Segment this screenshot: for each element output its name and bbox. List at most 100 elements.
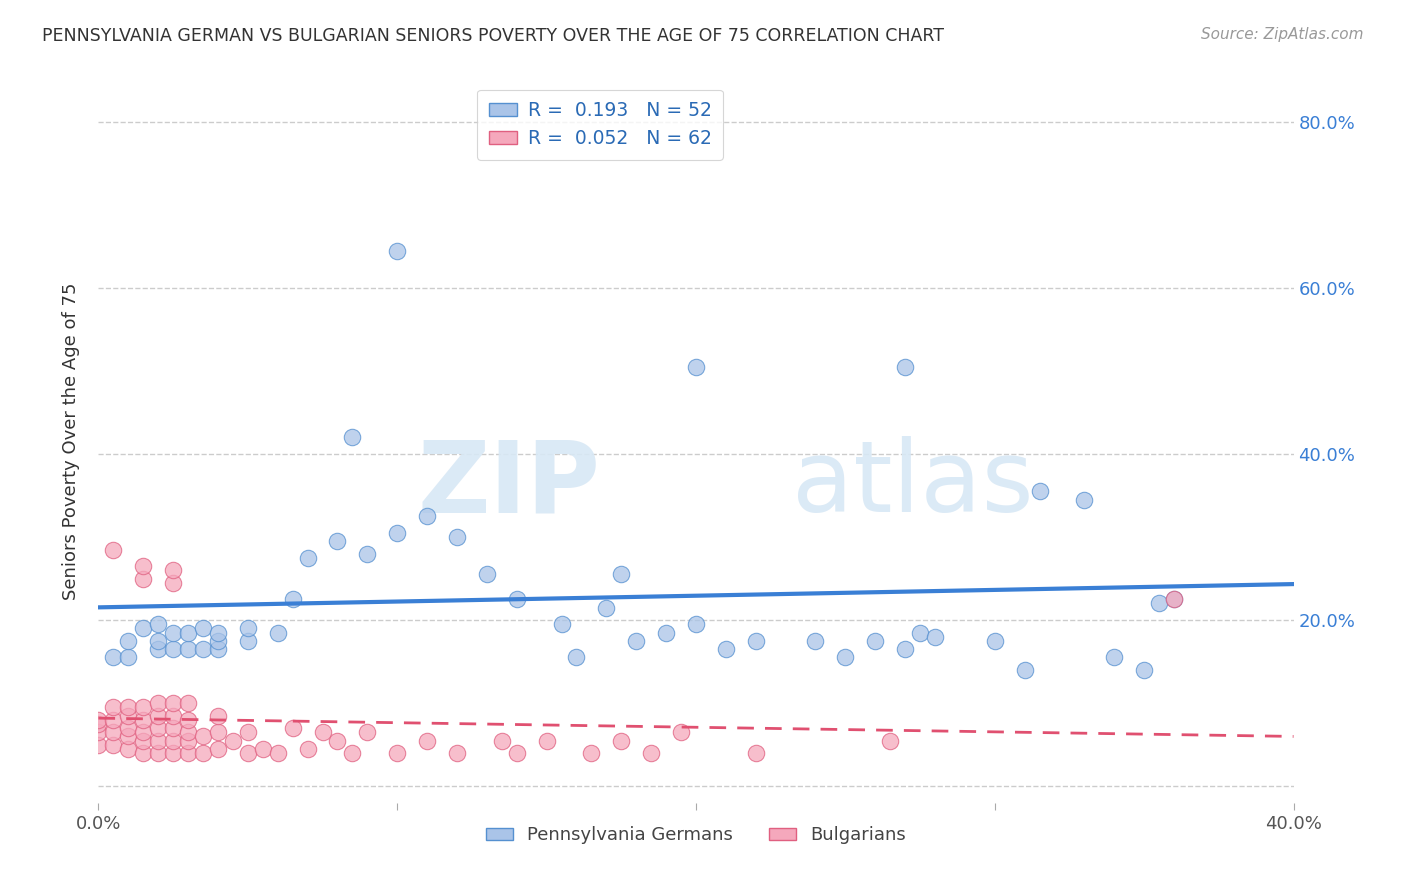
Point (162, 733, 184, 747)
Point (685, 359, 707, 374)
Point (148, 721, 170, 735)
Point (191, 642, 214, 657)
Point (236, 725, 259, 739)
Point (297, 550, 319, 565)
Point (162, 721, 184, 735)
Point (475, 567, 498, 582)
Point (506, 746, 529, 760)
Point (924, 630, 946, 644)
Point (87, 717, 110, 731)
Point (177, 625, 200, 640)
Point (148, 642, 170, 657)
Point (356, 547, 378, 561)
Point (342, 430, 364, 444)
Point (177, 733, 200, 747)
Point (236, 633, 259, 648)
Point (491, 733, 513, 747)
Point (745, 746, 768, 760)
Point (565, 650, 588, 665)
Point (148, 617, 170, 632)
Point (281, 721, 304, 735)
Point (87, 713, 110, 727)
Point (640, 746, 662, 760)
Point (132, 572, 155, 586)
Point (267, 625, 290, 640)
Point (207, 741, 229, 756)
Point (342, 746, 364, 760)
Point (103, 542, 125, 557)
Point (236, 746, 259, 760)
Point (177, 746, 200, 760)
Point (132, 559, 155, 574)
Point (685, 617, 707, 632)
Text: atlas: atlas (792, 436, 1033, 533)
Point (148, 733, 170, 747)
Y-axis label: Seniors Poverty Over the Age of 75: Seniors Poverty Over the Age of 75 (62, 283, 80, 600)
Point (87, 725, 110, 739)
Point (103, 650, 125, 665)
Point (416, 733, 439, 747)
Point (908, 625, 931, 640)
Point (610, 567, 633, 582)
Point (132, 725, 155, 739)
Point (177, 696, 200, 710)
Point (745, 633, 768, 648)
Point (117, 741, 139, 756)
Point (117, 708, 139, 723)
Point (191, 730, 214, 744)
Point (103, 738, 125, 752)
Point (385, 244, 409, 258)
Point (879, 733, 901, 747)
Text: ZIP: ZIP (418, 436, 600, 533)
Point (132, 713, 155, 727)
Point (117, 633, 139, 648)
Point (191, 746, 214, 760)
Point (610, 733, 633, 747)
Point (267, 746, 290, 760)
Point (103, 700, 125, 714)
Point (207, 642, 229, 657)
Point (1028, 484, 1050, 499)
Point (1163, 592, 1185, 607)
Point (177, 713, 200, 727)
Point (894, 359, 917, 374)
Point (581, 746, 603, 760)
Point (326, 733, 349, 747)
Point (281, 592, 304, 607)
Point (416, 509, 439, 524)
Point (714, 642, 737, 657)
Point (207, 625, 229, 640)
Point (162, 696, 184, 710)
Point (446, 530, 468, 544)
Point (236, 621, 259, 635)
Text: PENNSYLVANIA GERMAN VS BULGARIAN SENIORS POVERTY OVER THE AGE OF 75 CORRELATION : PENNSYLVANIA GERMAN VS BULGARIAN SENIORS… (42, 27, 945, 45)
Point (326, 534, 349, 549)
Point (506, 592, 529, 607)
Point (117, 721, 139, 735)
Point (655, 625, 678, 640)
Point (446, 746, 468, 760)
Point (148, 746, 170, 760)
Point (356, 725, 378, 739)
Point (103, 725, 125, 739)
Point (1073, 492, 1095, 507)
Point (162, 642, 184, 657)
Point (804, 633, 827, 648)
Text: Source: ZipAtlas.com: Source: ZipAtlas.com (1201, 27, 1364, 42)
Point (1133, 663, 1156, 677)
Point (148, 633, 170, 648)
Point (132, 621, 155, 635)
Point (117, 730, 139, 744)
Point (162, 563, 184, 577)
Point (385, 746, 409, 760)
Point (252, 741, 274, 756)
Point (1104, 650, 1126, 665)
Point (894, 642, 917, 657)
Point (207, 708, 229, 723)
Point (177, 642, 200, 657)
Point (626, 633, 648, 648)
Point (162, 625, 184, 640)
Point (207, 633, 229, 648)
Point (132, 700, 155, 714)
Point (117, 700, 139, 714)
